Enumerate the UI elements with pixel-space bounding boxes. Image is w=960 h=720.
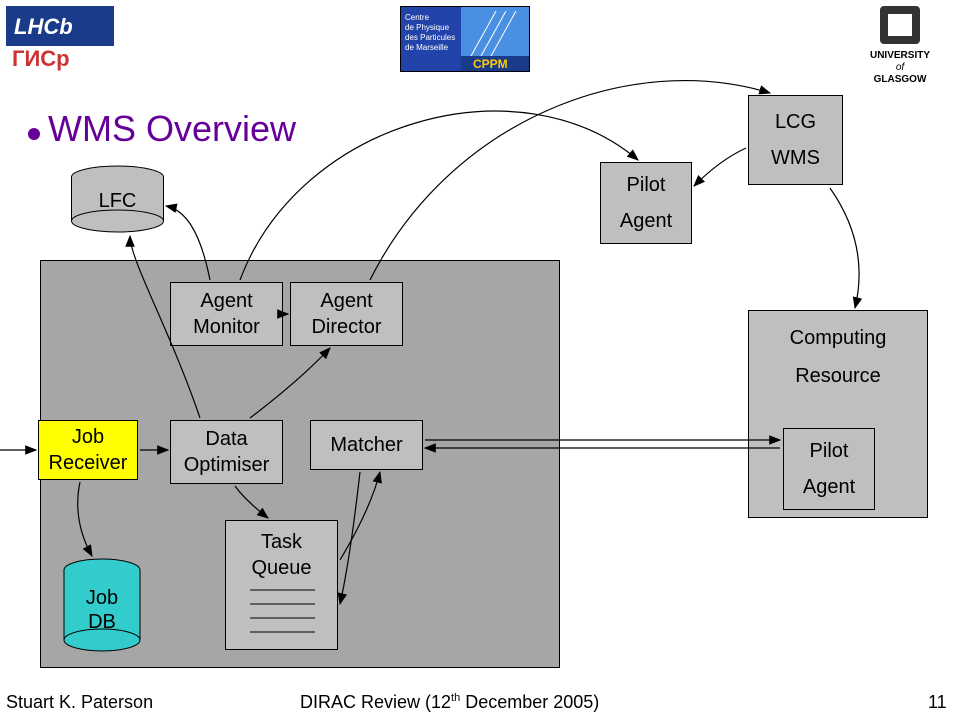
footer-author: Stuart K. Paterson: [6, 692, 153, 713]
am-l2: Monitor: [193, 314, 260, 340]
pilot-agent-top-l1: Pilot: [627, 172, 666, 198]
pa-cr-l1: Pilot: [810, 438, 849, 464]
matcher-box: Matcher: [310, 420, 423, 470]
task-queue-box: Task Queue: [225, 520, 338, 650]
cr-l2: Resource: [795, 363, 881, 389]
svg-text:des Particules: des Particules: [405, 33, 455, 42]
do-l1: Data: [205, 426, 247, 452]
do-l2: Optimiser: [184, 452, 270, 478]
jobdb-label-1: Job: [86, 587, 118, 609]
svg-text:CPPM: CPPM: [473, 57, 508, 71]
agent-monitor-box: Agent Monitor: [170, 282, 283, 346]
pilot-agent-top-l2: Agent: [620, 208, 672, 234]
lfc-label: LFC: [99, 190, 137, 212]
ad-l1: Agent: [320, 288, 372, 314]
jr-l1: Job: [72, 424, 104, 450]
footer-center: DIRAC Review (12th December 2005): [300, 692, 599, 713]
page-number: 11: [928, 692, 947, 713]
svg-text:GLASGOW: GLASGOW: [874, 74, 927, 85]
agent-director-box: Agent Director: [290, 282, 403, 346]
title-bullet: [28, 128, 40, 140]
ad-l2: Director: [311, 314, 381, 340]
glasgow-logo: UNIVERSITY of GLASGOW: [850, 6, 950, 86]
tq-l1: Task: [261, 529, 302, 555]
cppm-logo: Centre de Physique des Particules de Mar…: [400, 6, 530, 72]
jr-l2: Receiver: [49, 450, 128, 476]
footer-sup: th: [451, 692, 460, 704]
matcher-label: Matcher: [330, 432, 402, 458]
lcg-wms-l2: WMS: [771, 145, 820, 171]
pa-cr-l2: Agent: [803, 474, 855, 500]
cr-l1: Computing: [790, 325, 887, 351]
svg-text:Centre: Centre: [405, 13, 430, 22]
svg-text:UNIVERSITY: UNIVERSITY: [870, 50, 930, 61]
pilot-agent-cr-box: Pilot Agent: [783, 428, 875, 510]
lcg-wms-box: LCG WMS: [748, 95, 843, 185]
lcg-wms-l1: LCG: [775, 109, 816, 135]
tq-l2: Queue: [251, 555, 311, 581]
slide-canvas: LHCb ГИСр Centre de Physique des Particu…: [0, 0, 960, 720]
footer-center-text: DIRAC Review (12: [300, 692, 451, 712]
lhcb-logo: LHCb ГИСр: [6, 6, 114, 72]
data-optimiser-box: Data Optimiser: [170, 420, 283, 484]
svg-text:of: of: [896, 62, 906, 73]
pilot-agent-top-box: Pilot Agent: [600, 162, 692, 244]
jobdb-label-2: DB: [88, 611, 116, 633]
am-l1: Agent: [200, 288, 252, 314]
lfc-cylinder: LFC: [70, 165, 165, 235]
svg-text:ГИСр: ГИСр: [12, 46, 70, 71]
svg-text:LHCb: LHCb: [14, 14, 73, 39]
footer-center-suffix: December 2005): [460, 692, 599, 712]
jobdb-cylinder: Job DB: [62, 558, 142, 656]
svg-text:de Marseille: de Marseille: [405, 43, 449, 52]
slide-title: WMS Overview: [48, 108, 296, 150]
job-receiver-box: Job Receiver: [38, 420, 138, 480]
svg-text:de Physique: de Physique: [405, 23, 450, 32]
